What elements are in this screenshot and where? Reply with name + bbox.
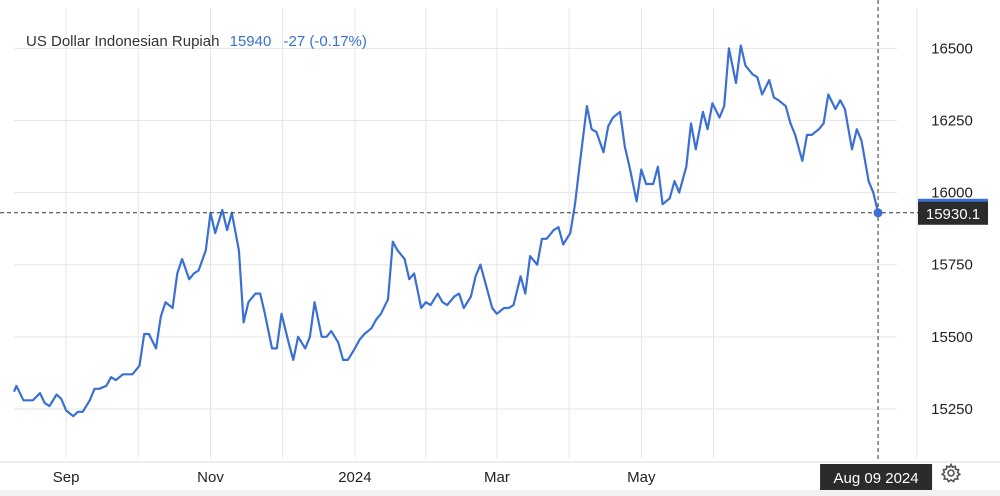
value-label: 15930.1 [926, 206, 980, 223]
gear-icon [940, 462, 962, 483]
y-tick-label: 15500 [931, 329, 973, 346]
x-tick-label: Nov [197, 469, 224, 486]
series-line [12, 44, 880, 418]
value-label-box [918, 200, 988, 225]
settings-button[interactable] [940, 462, 962, 484]
y-tick-label: 15250 [931, 401, 973, 418]
date-label: Aug 09 2024 [834, 470, 919, 487]
x-tick-label: 2024 [338, 469, 371, 486]
chart-title: US Dollar Indonesian Rupiah [26, 33, 220, 50]
current-price: 15940 [229, 33, 272, 50]
x-tick-label: May [627, 469, 656, 486]
y-tick-label: 16500 [931, 40, 973, 57]
crosshair: 15930.1 Aug 09 2024 [0, 0, 988, 490]
chart-header: US Dollar Indonesian Rupiah 15940 -27 (-… [26, 33, 367, 50]
scroll-strip [0, 490, 1000, 496]
x-tick-label: Sep [53, 469, 80, 486]
date-label-box [820, 464, 933, 490]
price-change: -27 (-0.17%) [283, 33, 367, 50]
last-point [873, 208, 883, 218]
grid [0, 8, 1000, 496]
y-tick-label: 16000 [931, 185, 973, 202]
series-layer [12, 44, 880, 418]
value-label-accent [918, 198, 988, 202]
y-tick-label: 15750 [931, 257, 973, 274]
y-tick-label: 16250 [931, 113, 973, 130]
axis-labels: 15250 15500 15750 16000 16250 16500 Sep Nov 2024… [53, 40, 973, 486]
x-tick-label: Mar [484, 469, 510, 486]
